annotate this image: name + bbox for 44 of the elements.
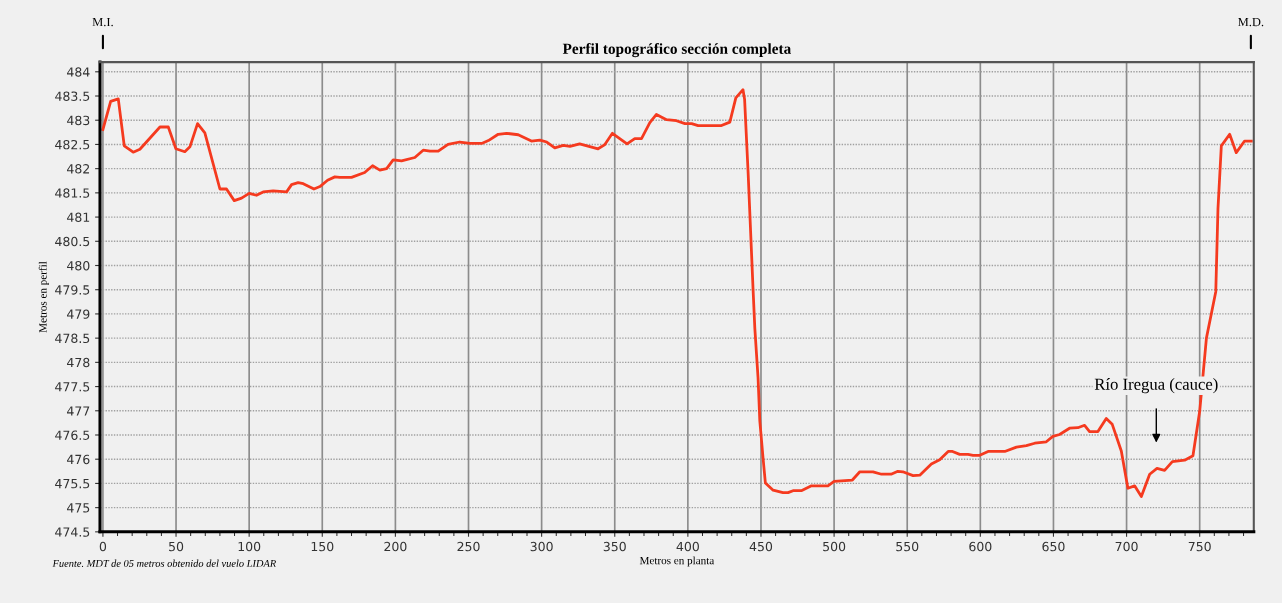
y-tick-label: 476.5 [55,430,90,440]
y-tick-label: 481 [67,212,90,222]
x-axis-title: Metros en planta [639,556,715,567]
y-tick-label: 481.5 [55,188,90,198]
y-tick-label: 477.5 [55,382,90,392]
y-tick-label: 476 [67,454,90,465]
y-tick-label: 484 [67,67,90,77]
y-tick-label: 482 [67,164,90,174]
x-tick-label: 0 [99,541,107,552]
x-tick-label: 750 [1188,541,1211,552]
x-tick-label: 300 [530,541,553,552]
y-tick-label: 479.5 [55,285,90,295]
y-tick-label: 480.5 [55,236,90,247]
y-tick-label: 478.5 [55,333,90,344]
chart-title: Perfil topográfico sección completa [562,43,791,58]
y-tick-label: 475.5 [55,479,90,489]
annotation: M.D. [1238,17,1264,27]
x-tick-label: 550 [896,541,919,552]
x-tick-label: 350 [603,541,626,552]
y-axis-title: Metros en perfil [38,261,49,333]
y-tick-label: 482.5 [55,139,90,150]
x-tick-label: 400 [676,541,699,552]
x-tick-label: 200 [384,541,407,552]
x-tick-label: 450 [749,541,773,552]
x-tick-label: 150 [311,541,334,552]
y-tick-label: 483.5 [55,91,90,101]
y-tick-label: 479 [67,309,90,319]
y-tick-label: 478 [67,357,90,368]
annotation: M.I. [92,17,113,27]
y-tick-label: 480 [67,260,90,271]
y-tick-label: 483 [67,115,90,126]
x-tick-label: 500 [823,541,846,552]
annotation: Río Iregua (cauce) [1094,378,1218,394]
x-tick-label: 650 [1042,541,1065,552]
y-tick-label: 474.5 [55,527,90,537]
y-tick-label: 475 [67,503,90,513]
x-tick-label: 250 [457,541,480,552]
line-series [101,88,1253,498]
y-tick-label: 477 [67,406,90,416]
x-tick-label: 600 [969,541,992,552]
x-tick-label: 100 [238,541,261,552]
source-note: Fuente. MDT de 05 metros obtenido del vuelo LIDAR [52,559,277,567]
x-tick-label: 50 [169,541,184,552]
x-tick-label: 700 [1115,541,1138,552]
